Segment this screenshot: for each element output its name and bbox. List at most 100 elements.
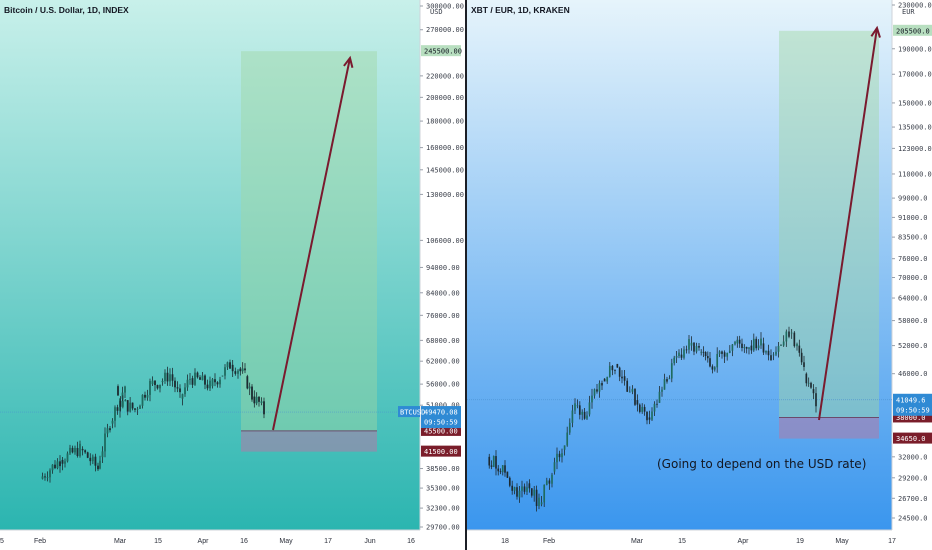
- candle-body: [723, 352, 726, 357]
- candle-body: [614, 370, 616, 371]
- candle-body: [576, 405, 579, 407]
- y-tick-label: 51000.00: [426, 402, 460, 410]
- chart-pane-xbteur[interactable]: XBT / EUR, 1D, KRAKEN EUR 230000.0 190000.0…: [467, 0, 932, 550]
- candle-body: [651, 411, 653, 420]
- candle-body: [521, 486, 523, 491]
- stop-zone[interactable]: [241, 430, 377, 452]
- time-axis-area[interactable]: [467, 530, 892, 550]
- candle-body: [800, 352, 803, 363]
- candle-body: [101, 451, 104, 458]
- chart-pane-btcusd[interactable]: Bitcoin / U.S. Dollar, 1D, INDEX USD 30000…: [0, 0, 465, 550]
- candles-group: [488, 326, 817, 512]
- candle-body: [685, 349, 688, 351]
- candle-body: [750, 345, 753, 351]
- candle-body: [568, 422, 571, 433]
- stop-zone[interactable]: [779, 417, 879, 439]
- projection-arrow[interactable]: [818, 27, 878, 421]
- candle-body: [728, 350, 731, 353]
- candle-body: [97, 465, 99, 470]
- candle-body: [668, 378, 671, 380]
- candle-body: [251, 386, 253, 400]
- candle-body: [760, 338, 762, 346]
- pane-divider[interactable]: [465, 0, 467, 550]
- candle-body: [690, 342, 693, 346]
- candle-body: [114, 407, 116, 421]
- x-tick-label: 5: [0, 538, 4, 545]
- candle-body: [780, 345, 782, 346]
- candle-body: [551, 474, 553, 484]
- target-price-label-bg: [893, 24, 932, 36]
- candle-body: [634, 388, 636, 405]
- candle-body: [601, 383, 603, 386]
- candle-body: [734, 341, 736, 345]
- candle-body: [211, 379, 214, 387]
- candle-body: [131, 402, 134, 409]
- price-axis-area[interactable]: [420, 0, 465, 550]
- candle-body: [803, 362, 805, 367]
- candle-body: [106, 428, 109, 434]
- y-tick-label: 32300.00: [426, 505, 460, 513]
- candle-body: [798, 345, 801, 353]
- candle-body: [628, 391, 631, 393]
- x-tick-label: Mar: [631, 538, 644, 545]
- target-zone[interactable]: [779, 30, 879, 418]
- candle-body: [255, 396, 258, 404]
- candles-group: [41, 359, 265, 483]
- candle-body: [721, 351, 723, 354]
- candle-body: [129, 402, 132, 412]
- candle-body: [790, 332, 793, 334]
- candle-body: [583, 411, 586, 419]
- x-tick-label: May: [835, 538, 849, 545]
- candle-body: [545, 480, 548, 485]
- candle-body: [736, 339, 739, 344]
- candle-body: [538, 497, 540, 507]
- chart-btcusd[interactable]: Bitcoin / U.S. Dollar, 1D, INDEX USD30000…: [0, 0, 465, 550]
- candle-body: [782, 341, 785, 346]
- candle-body: [561, 453, 563, 458]
- candle-body: [206, 384, 209, 389]
- candle-body: [146, 394, 149, 398]
- candle-body: [156, 385, 159, 389]
- candle-body: [513, 487, 516, 491]
- projection-arrow[interactable]: [272, 57, 351, 431]
- y-tick-label: 230000.0: [898, 2, 932, 10]
- y-tick-label: 110000.0: [898, 170, 932, 178]
- candle-body: [124, 386, 126, 393]
- candle-body: [253, 396, 256, 404]
- target-zone[interactable]: [241, 51, 377, 431]
- candle-body: [492, 456, 495, 467]
- candle-body: [104, 433, 106, 452]
- countdown-label: 09:50:59: [896, 406, 930, 414]
- candle-body: [700, 351, 703, 353]
- y-tick-label: 35300.00: [426, 485, 460, 493]
- candle-body: [646, 411, 648, 421]
- y-tick-label: 52000.0: [898, 342, 928, 350]
- x-tick-label: 17: [888, 538, 896, 545]
- candle-body: [501, 465, 504, 473]
- candle-body: [179, 388, 181, 393]
- candle-body: [611, 365, 614, 371]
- candle-body: [64, 461, 66, 464]
- candle-body: [61, 459, 64, 464]
- candle-body: [586, 415, 588, 419]
- candle-body: [226, 362, 229, 368]
- y-tick-label: 180000.00: [426, 118, 464, 126]
- y-tick-label: 135000.0: [898, 124, 932, 132]
- time-axis-area[interactable]: [0, 530, 420, 550]
- candle-body: [741, 343, 743, 348]
- candle-body: [716, 353, 719, 368]
- candle-body: [540, 502, 543, 505]
- candle-body: [181, 394, 184, 399]
- candle-body: [621, 376, 623, 379]
- candle-body: [499, 471, 502, 473]
- x-tick-label: Apr: [198, 538, 210, 545]
- x-tick-label: 18: [501, 538, 509, 545]
- price-axis-area[interactable]: [892, 0, 932, 550]
- y-tick-label: 56000.00: [426, 381, 460, 389]
- candle-body: [79, 443, 81, 457]
- y-tick-label: 170000.0: [898, 71, 932, 79]
- entry-price-label: 45500.00: [424, 427, 458, 435]
- y-tick-label: 76000.0: [898, 255, 928, 263]
- candle-body: [688, 339, 690, 350]
